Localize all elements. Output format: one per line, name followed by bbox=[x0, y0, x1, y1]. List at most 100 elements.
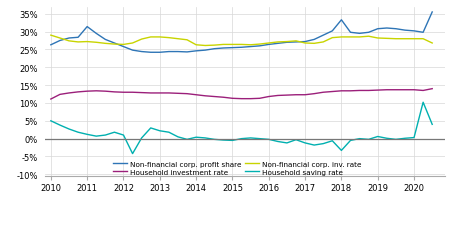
Household saving rate bbox=[103, 134, 108, 137]
Non-financial corp. profit share bbox=[230, 47, 235, 50]
Non-financial corp. inv. rate bbox=[57, 37, 63, 40]
Non-financial corp. profit share bbox=[375, 28, 380, 31]
Non-financial corp. inv. rate bbox=[184, 39, 190, 42]
Household investment rate bbox=[166, 92, 172, 95]
Household saving rate bbox=[402, 137, 408, 140]
Non-financial corp. profit share bbox=[357, 33, 362, 36]
Household saving rate bbox=[166, 131, 172, 134]
Non-financial corp. profit share bbox=[411, 30, 417, 33]
Non-financial corp. inv. rate bbox=[130, 42, 135, 45]
Household investment rate bbox=[57, 93, 63, 97]
Non-financial corp. inv. rate bbox=[230, 44, 235, 47]
Non-financial corp. profit share bbox=[330, 30, 335, 33]
Non-financial corp. profit share bbox=[48, 44, 54, 47]
Non-financial corp. profit share bbox=[84, 26, 90, 29]
Household saving rate bbox=[420, 101, 426, 104]
Non-financial corp. inv. rate bbox=[193, 44, 199, 47]
Household saving rate bbox=[321, 143, 326, 146]
Non-financial corp. profit share bbox=[184, 51, 190, 54]
Household investment rate bbox=[420, 89, 426, 92]
Non-financial corp. inv. rate bbox=[239, 44, 244, 47]
Non-financial corp. inv. rate bbox=[121, 44, 126, 47]
Household saving rate bbox=[75, 131, 81, 134]
Non-financial corp. inv. rate bbox=[348, 36, 353, 39]
Non-financial corp. inv. rate bbox=[275, 41, 281, 44]
Household saving rate bbox=[248, 137, 253, 140]
Household investment rate bbox=[148, 92, 153, 95]
Household investment rate bbox=[321, 91, 326, 94]
Household investment rate bbox=[284, 94, 290, 97]
Household saving rate bbox=[411, 137, 417, 140]
Non-financial corp. profit share bbox=[384, 27, 390, 30]
Non-financial corp. profit share bbox=[221, 47, 226, 50]
Non-financial corp. inv. rate bbox=[402, 38, 408, 41]
Household investment rate bbox=[66, 92, 72, 95]
Non-financial corp. profit share bbox=[302, 41, 308, 44]
Non-financial corp. inv. rate bbox=[339, 36, 344, 39]
Household saving rate bbox=[112, 131, 117, 134]
Household investment rate bbox=[375, 89, 380, 92]
Non-financial corp. profit share bbox=[166, 51, 172, 54]
Non-financial corp. inv. rate bbox=[321, 41, 326, 44]
Non-financial corp. profit share bbox=[121, 46, 126, 49]
Non-financial corp. inv. rate bbox=[429, 42, 435, 45]
Household investment rate bbox=[84, 90, 90, 93]
Household investment rate bbox=[212, 96, 217, 99]
Non-financial corp. profit share bbox=[393, 28, 399, 31]
Household investment rate bbox=[275, 94, 281, 98]
Household saving rate bbox=[266, 138, 271, 141]
Non-financial corp. inv. rate bbox=[311, 43, 317, 46]
Non-financial corp. profit share bbox=[57, 40, 63, 43]
Household investment rate bbox=[193, 94, 199, 97]
Household investment rate bbox=[266, 96, 271, 99]
Household saving rate bbox=[130, 152, 135, 155]
Household saving rate bbox=[339, 149, 344, 152]
Non-financial corp. profit share bbox=[402, 29, 408, 33]
Non-financial corp. inv. rate bbox=[393, 38, 399, 41]
Non-financial corp. profit share bbox=[202, 49, 208, 52]
Household saving rate bbox=[121, 134, 126, 137]
Line: Non-financial corp. profit share: Non-financial corp. profit share bbox=[51, 13, 432, 53]
Non-financial corp. inv. rate bbox=[248, 44, 253, 47]
Household saving rate bbox=[84, 133, 90, 136]
Non-financial corp. inv. rate bbox=[66, 40, 72, 43]
Non-financial corp. profit share bbox=[239, 47, 244, 50]
Non-financial corp. profit share bbox=[293, 41, 299, 44]
Household saving rate bbox=[239, 138, 244, 141]
Non-financial corp. inv. rate bbox=[103, 43, 108, 46]
Household saving rate bbox=[275, 140, 281, 143]
Non-financial corp. profit share bbox=[193, 50, 199, 53]
Line: Household investment rate: Household investment rate bbox=[51, 89, 432, 100]
Household saving rate bbox=[212, 138, 217, 141]
Household saving rate bbox=[393, 138, 399, 141]
Household investment rate bbox=[330, 91, 335, 94]
Household investment rate bbox=[429, 88, 435, 91]
Household investment rate bbox=[384, 89, 390, 92]
Non-financial corp. inv. rate bbox=[302, 42, 308, 45]
Non-financial corp. profit share bbox=[348, 32, 353, 35]
Household saving rate bbox=[230, 139, 235, 142]
Non-financial corp. inv. rate bbox=[148, 36, 153, 39]
Non-financial corp. inv. rate bbox=[48, 35, 54, 38]
Non-financial corp. inv. rate bbox=[139, 38, 144, 41]
Non-financial corp. inv. rate bbox=[84, 41, 90, 44]
Non-financial corp. inv. rate bbox=[366, 36, 371, 39]
Legend: Non-financial corp. profit share, Household investment rate, Non-financial corp.: Non-financial corp. profit share, Househ… bbox=[110, 158, 365, 178]
Household investment rate bbox=[348, 90, 353, 93]
Non-financial corp. profit share bbox=[339, 19, 344, 22]
Household saving rate bbox=[148, 127, 153, 130]
Non-financial corp. inv. rate bbox=[221, 44, 226, 47]
Household saving rate bbox=[302, 142, 308, 145]
Non-financial corp. profit share bbox=[257, 45, 262, 48]
Household saving rate bbox=[66, 128, 72, 131]
Household saving rate bbox=[429, 123, 435, 126]
Non-financial corp. inv. rate bbox=[257, 43, 262, 46]
Non-financial corp. profit share bbox=[175, 51, 181, 54]
Household investment rate bbox=[411, 89, 417, 92]
Household saving rate bbox=[384, 137, 390, 140]
Household investment rate bbox=[48, 98, 54, 101]
Non-financial corp. profit share bbox=[148, 52, 153, 55]
Household saving rate bbox=[94, 135, 99, 138]
Household investment rate bbox=[175, 92, 181, 96]
Household saving rate bbox=[184, 138, 190, 141]
